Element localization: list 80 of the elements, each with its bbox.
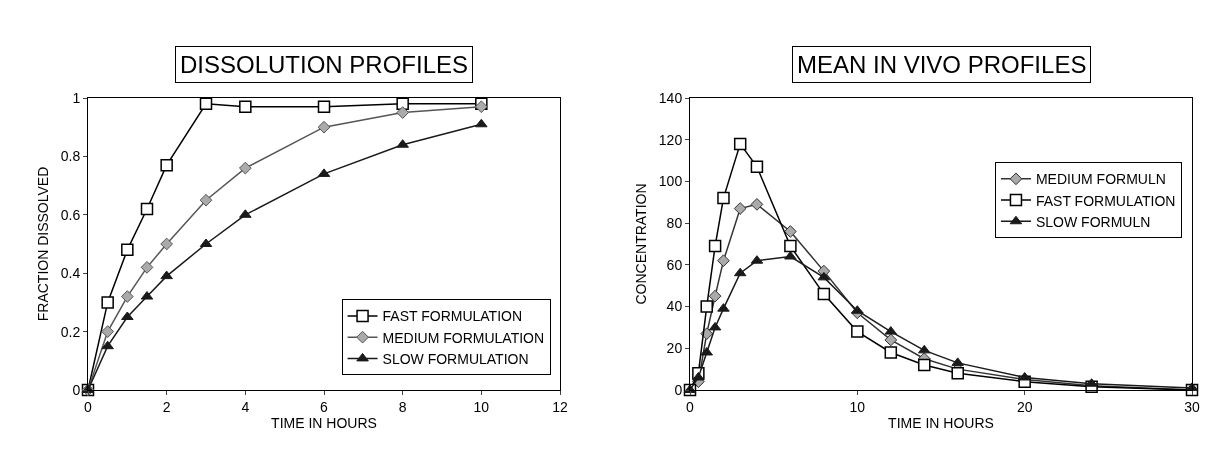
point — [750, 160, 764, 174]
y-tick-label: 1 — [72, 89, 81, 106]
point — [692, 371, 705, 381]
y-tick-label: 0.6 — [60, 206, 81, 223]
y-tick-label: 20 — [666, 340, 683, 357]
x-tick-label: 0 — [84, 398, 93, 415]
point — [160, 270, 173, 280]
point — [475, 118, 488, 128]
point — [101, 340, 114, 350]
y-tick-label: 0.8 — [60, 148, 81, 165]
point — [750, 198, 764, 211]
x-tick-label: 2 — [162, 398, 171, 415]
point — [101, 296, 114, 309]
point — [708, 321, 722, 331]
point — [700, 300, 713, 313]
point — [160, 158, 173, 172]
point — [199, 97, 213, 111]
point — [733, 137, 747, 151]
point — [317, 120, 331, 134]
point — [101, 325, 115, 338]
point — [160, 237, 174, 251]
point — [1018, 371, 1031, 381]
point — [121, 243, 134, 257]
x-tick-label: 10 — [473, 398, 490, 415]
x-tick-label: 10 — [849, 398, 866, 415]
y-tick-label: 140 — [658, 89, 683, 106]
point — [700, 346, 713, 356]
chart-title: DISSOLUTION PROFILES — [180, 51, 469, 78]
y-tick-label: 0.4 — [60, 265, 81, 282]
point — [317, 100, 331, 114]
y-tick-label: 120 — [658, 131, 683, 148]
point — [717, 191, 730, 205]
point — [918, 358, 931, 372]
point — [884, 333, 898, 347]
y-tick-label: 0 — [72, 381, 81, 398]
x-tick-label: 12 — [552, 398, 568, 415]
x-tick-label: 0 — [686, 398, 695, 415]
point — [784, 239, 797, 253]
y-tick-label: 60 — [666, 256, 683, 273]
legend-label: FAST FORMULATION — [1035, 192, 1176, 209]
point — [951, 367, 964, 380]
y-axis-title: CONCENTRATION — [633, 183, 650, 305]
legend-label: MEDIUM FORMULN — [1035, 171, 1166, 188]
point — [733, 267, 747, 277]
y-tick-label: 80 — [666, 215, 683, 232]
point — [120, 290, 134, 303]
y-tick-label: 0.2 — [60, 323, 81, 340]
legend-label: FAST FORMULATION — [382, 308, 523, 325]
x-tick-label: 6 — [320, 398, 329, 415]
point — [239, 100, 252, 114]
y-tick-label: 40 — [666, 298, 683, 315]
x-axis-title: TIME IN HOURS — [271, 415, 377, 432]
legend-label: MEDIUM FORMULATION — [382, 329, 545, 346]
point — [140, 202, 154, 216]
point — [817, 271, 831, 281]
point — [238, 161, 252, 175]
point — [918, 344, 931, 354]
x-tick-label: 30 — [1184, 398, 1200, 415]
point — [851, 325, 864, 338]
x-tick-label: 4 — [241, 398, 250, 415]
point — [717, 254, 730, 268]
point — [396, 106, 410, 119]
point — [708, 239, 722, 253]
chart-title: MEAN IN VIVO PROFILES — [797, 51, 1087, 78]
x-axis-title: TIME IN HOURS — [888, 415, 994, 432]
point — [884, 346, 898, 359]
x-tick-label: 8 — [398, 398, 407, 415]
x-tick-label: 20 — [1016, 398, 1033, 415]
y-tick-label: 0 — [674, 381, 683, 398]
point — [396, 97, 409, 111]
legend-label: SLOW FORMULN — [1035, 213, 1151, 230]
point — [199, 193, 213, 207]
legend-label: SLOW FORMULATION — [382, 350, 529, 367]
y-axis-title: FRACTION DISSOLVED — [35, 166, 52, 322]
point — [784, 225, 797, 238]
point — [733, 202, 747, 215]
point — [140, 261, 154, 274]
y-tick-label: 100 — [658, 173, 683, 190]
point — [708, 289, 722, 303]
point — [817, 287, 831, 301]
